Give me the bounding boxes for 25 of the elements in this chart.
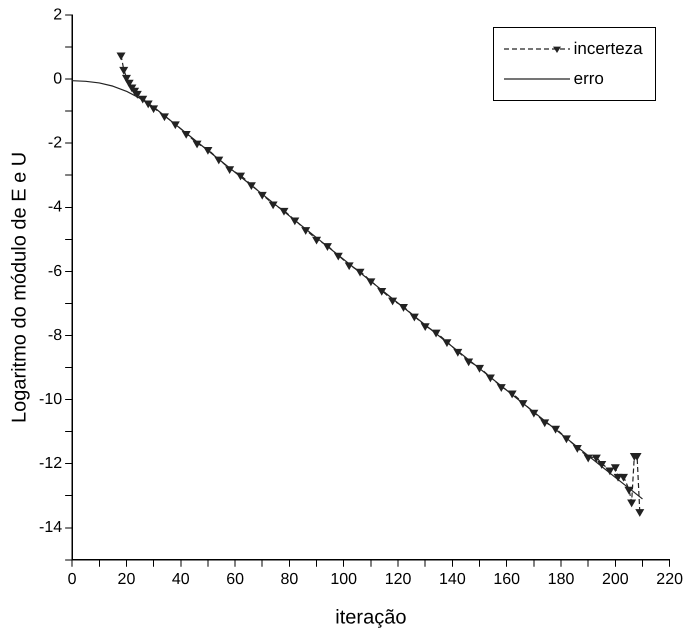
y-tick-label: -6 [48,262,62,280]
y-tick-label: -4 [48,198,62,216]
y-tick-label: -8 [48,326,62,344]
x-tick-label: 60 [226,570,244,588]
y-tick-label: 0 [53,70,62,88]
y-tick-label: -12 [39,455,62,472]
y-tick-label: -2 [48,134,62,152]
x-tick-label: 120 [384,570,412,588]
y-tick-label: -14 [39,519,62,536]
y-tick-label: -10 [39,390,62,408]
y-tick-label: 2 [53,6,62,24]
x-tick-label: 0 [68,570,77,588]
x-axis-title: iteração [335,606,406,629]
legend-label: incerteza [574,39,643,59]
legend-label: erro [574,69,604,89]
y-axis-title: Logaritmo do módulo de E e U [8,152,31,424]
x-tick-label: 80 [280,570,298,588]
x-tick-label: 20 [118,570,136,588]
x-tick-label: 220 [656,570,684,588]
x-tick-label: 100 [330,570,358,588]
x-tick-label: 40 [172,570,190,588]
x-tick-label: 200 [602,570,629,588]
x-tick-label: 180 [548,570,574,588]
x-tick-label: 160 [493,570,520,588]
x-tick-label: 140 [439,570,466,588]
